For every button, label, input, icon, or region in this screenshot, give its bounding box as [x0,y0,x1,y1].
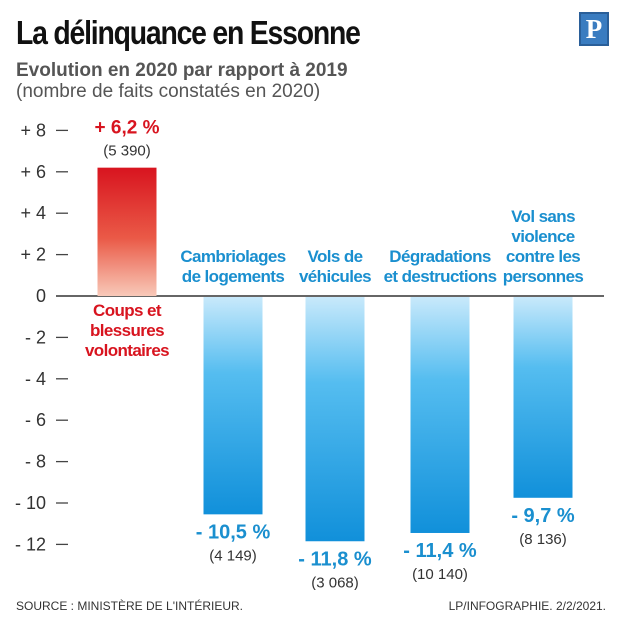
category-label: personnes [503,267,584,286]
chart-title: La délinquance en Essonne [16,14,361,51]
y-tick-label: - 2 [25,327,46,347]
category-label: Vols de [307,247,362,266]
y-tick-label: 0 [36,286,46,306]
category-label: blessures [90,321,164,340]
y-tick-label: - 10 [15,493,46,513]
category-label: Coups et [93,301,162,320]
count-label: (8 136) [519,531,567,548]
bar-chart: + 8 + 6 + 4 + 2 0 - 2 - 4 - 6 - 8 - 10 - 12 + 6,2 … [15,118,604,590]
chart-subtitle: Evolution en 2020 par rapport à 2019 [16,60,348,81]
y-tick-label: - 4 [25,369,46,389]
bar [410,297,470,533]
y-tick-label: + 8 [20,120,46,140]
chart-subtitle-note: (nombre de faits constatés en 2020) [16,81,321,102]
y-tick-label: - 6 [25,410,46,430]
category-label: de logements [182,267,285,286]
value-label: + 6,2 % [95,118,160,139]
y-tick-label: - 8 [25,452,46,472]
logo-letter: P [585,14,603,44]
count-label: (10 140) [412,566,468,583]
y-axis: + 8 + 6 + 4 + 2 0 - 2 - 4 - 6 - 8 - 10 - 12 [15,120,604,554]
le-parisien-logo: P [579,12,609,46]
bar [513,297,573,498]
bars [97,167,573,542]
y-tick-label: - 12 [15,534,46,554]
bar [203,297,263,515]
category-label: volontaires [85,341,169,360]
category-label: Cambriolages [180,247,285,266]
value-label: - 11,4 % [403,540,477,562]
y-tick-label: + 6 [20,162,46,182]
count-label: (3 068) [311,574,359,590]
count-label: (4 149) [209,547,257,564]
value-label: - 11,8 % [298,548,372,570]
category-label: véhicules [299,267,371,286]
category-label: violence [511,227,574,246]
bar [97,167,157,296]
y-tick-label: + 4 [20,203,46,223]
count-label: (5 390) [103,143,151,160]
credit-note: LP/INFOGRAPHIE. 2/2/2021. [448,599,606,613]
category-label: Dégradations [389,247,491,266]
category-label: et destructions [384,267,497,286]
category-label: Vol sans [511,207,575,226]
y-tick-label: + 2 [20,245,46,265]
source-note: SOURCE : MINISTÈRE DE L'INTÉRIEUR. [16,599,243,613]
category-label: contre les [506,247,580,266]
bar-labels: + 6,2 % (5 390) Coups etblessuresvolontair… [85,118,584,590]
value-label: - 9,7 % [511,505,575,527]
bar [305,297,365,542]
value-label: - 10,5 % [196,521,271,543]
